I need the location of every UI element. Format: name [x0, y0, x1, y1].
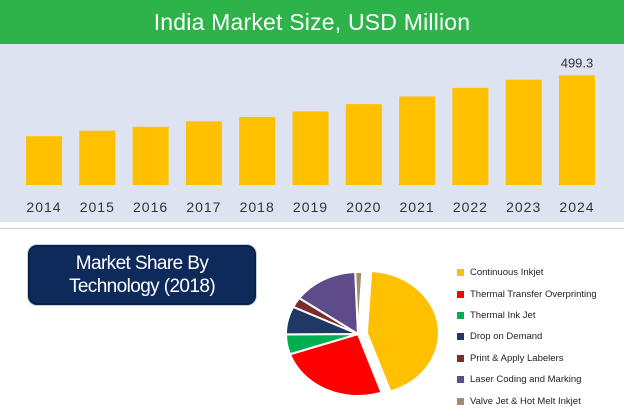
legend-swatch [457, 290, 464, 298]
pie-legend: Continuous Inkjet Thermal Transfer Overpr… [457, 262, 624, 412]
x-tick-label-2019: 2019 [293, 199, 328, 215]
legend-swatch [457, 397, 464, 405]
legend-label: Drop on Demand [470, 331, 543, 343]
legend-item-thermal-transfer-overprinting: Thermal Transfer Overprinting [457, 283, 624, 304]
bar-2014 [26, 136, 62, 185]
bar-2021 [399, 96, 436, 185]
data-label-2024: 499.3 [561, 55, 594, 70]
legend-label: Print & Apply Labelers [470, 352, 564, 364]
legend-swatch [457, 269, 464, 277]
bar-2023 [505, 79, 542, 185]
x-tick-label-2023: 2023 [506, 199, 541, 215]
bar-2020 [345, 104, 382, 185]
x-tick-label-2022: 2022 [453, 199, 488, 215]
pie-slice-valve-jet-hot-melt-inkjet [354, 271, 364, 335]
bar-2017 [185, 121, 222, 185]
pie-slice-continuous-inkjet [365, 270, 440, 393]
legend-label: Laser Coding and Marking [470, 374, 582, 386]
x-tick-label-2024: 2024 [559, 199, 594, 215]
x-tick-label-2015: 2015 [80, 199, 115, 215]
bar-2024 [559, 75, 595, 185]
pie-title-line-1: Market Share By [75, 253, 209, 274]
x-tick-label-2020: 2020 [346, 199, 381, 215]
x-tick-label-2017: 2017 [186, 199, 221, 215]
legend-swatch [457, 376, 464, 384]
pie-slice-thermal-transfer-overprinting [288, 332, 383, 397]
legend-item-print-apply-labelers: Print & Apply Labelers [457, 348, 624, 369]
legend-label: Valve Jet & Hot Melt Inkjet [470, 395, 581, 407]
legend-label: Thermal Ink Jet [470, 309, 536, 321]
section-divider [0, 222, 624, 228]
legend-label: Continuous Inkjet [470, 267, 544, 279]
bar-2016 [132, 126, 169, 185]
legend-item-thermal-ink-jet: Thermal Ink Jet [457, 305, 624, 326]
legend-swatch [457, 333, 464, 341]
chart-title: India Market Size, USD Million [0, 0, 624, 44]
pie-chart [284, 270, 440, 397]
x-tick-label-2014: 2014 [26, 199, 61, 215]
pie-chart-title-box: Market Share By Technology (2018) [28, 245, 256, 305]
legend-label: Thermal Transfer Overprinting [470, 288, 597, 300]
x-tick-label-2016: 2016 [133, 199, 168, 215]
bar-chart: 2014 2015 2016 2017 2018 2019 2020 2021 2022 2023… [26, 55, 595, 215]
x-tick-label-2018: 2018 [240, 199, 275, 215]
bar-2015 [79, 130, 116, 185]
bar-2022 [452, 87, 489, 185]
legend-swatch [457, 311, 464, 319]
bar-2018 [239, 116, 276, 185]
legend-item-continuous-inkjet: Continuous Inkjet [457, 262, 624, 283]
legend-item-valve-jet-hot-melt-inkjet: Valve Jet & Hot Melt Inkjet [457, 390, 624, 411]
bar-2019 [292, 111, 329, 185]
legend-swatch [457, 354, 464, 362]
pie-slice-laser-coding-and-marking [297, 271, 360, 336]
legend-item-drop-on-demand: Drop on Demand [457, 326, 624, 347]
pie-title-line-2: Technology (2018) [68, 276, 216, 297]
x-tick-label-2021: 2021 [400, 199, 435, 215]
bar-chart-panel: 2014 2015 2016 2017 2018 2019 2020 2021 2022 2023… [0, 44, 624, 223]
legend-item-laser-coding-and-marking: Laser Coding and Marking [457, 369, 624, 390]
